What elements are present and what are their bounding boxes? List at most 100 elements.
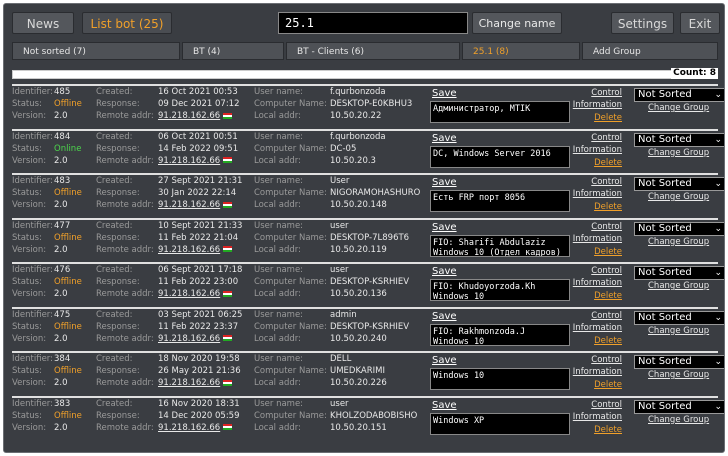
save-button[interactable]: Save — [432, 266, 457, 277]
tajikistan-flag-icon — [223, 335, 233, 341]
description-textarea[interactable]: FIO: Rakhmonzoda.J Windows 10 — [430, 323, 570, 346]
control-link[interactable]: Control — [591, 221, 622, 232]
control-link[interactable]: Control — [591, 132, 622, 143]
save-button[interactable]: Save — [432, 355, 457, 366]
remote-addr-link[interactable]: 91.218.162.66 — [158, 155, 221, 166]
save-button[interactable]: Save — [432, 88, 457, 99]
news-button[interactable]: News — [12, 12, 74, 34]
tab-not-sorted[interactable]: Not sorted (7) — [12, 42, 180, 60]
description-textarea[interactable]: FIO: Sharifi Abdulaziz Windows 10 (Отдел… — [430, 234, 570, 257]
created-value: 10 Sept 2021 21:33 — [158, 220, 243, 231]
tajikistan-flag-icon — [223, 379, 233, 386]
local-addr-value: 10.50.20.148 — [330, 200, 387, 210]
settings-button[interactable]: Settings — [611, 12, 674, 34]
delete-link[interactable]: Delete — [594, 202, 622, 212]
tab-bt-clients[interactable]: BT - Clients (6) — [286, 42, 460, 60]
information-link[interactable]: Information — [572, 322, 622, 333]
status-value: Offline — [54, 99, 82, 109]
change-group-link[interactable]: Change Group — [648, 192, 710, 202]
save-button[interactable]: Save — [432, 132, 457, 144]
description-textarea[interactable]: DC, Windows Server 2016 — [430, 145, 570, 168]
delete-link[interactable]: Delete — [594, 113, 622, 123]
tab-bt[interactable]: BT (4) — [182, 42, 284, 60]
remote-addr-link[interactable]: 91.218.162.66 — [158, 200, 221, 210]
remote-addr-label: Remote addr: — [96, 289, 154, 299]
group-select[interactable]: Not Sorted ⌄ — [634, 266, 724, 280]
description-textarea[interactable]: Windows 10 — [430, 368, 570, 390]
tab-add-group[interactable]: Add Group — [582, 42, 718, 60]
information-link[interactable]: Information — [572, 411, 622, 422]
response-value: 14 Dec 2020 05:59 — [158, 410, 240, 421]
description-textarea[interactable]: Есть FRP порт 8056 — [430, 190, 570, 212]
information-link[interactable]: Information — [572, 367, 622, 377]
delete-link[interactable]: Delete — [594, 335, 622, 346]
group-select-value: Not Sorted — [638, 400, 692, 412]
remote-addr-link[interactable]: 91.218.162.66 — [158, 289, 221, 299]
status-value: Offline — [54, 410, 82, 421]
save-button[interactable]: Save — [432, 221, 457, 233]
change-group-link[interactable]: Change Group — [648, 103, 710, 113]
information-link[interactable]: Information — [572, 100, 622, 110]
control-link[interactable]: Control — [591, 399, 622, 410]
change-group-link[interactable]: Change Group — [648, 414, 710, 425]
description-textarea[interactable]: FIO: Khudoyorzoda.Kh Windows 10 — [430, 279, 570, 301]
information-link[interactable]: Information — [572, 278, 622, 288]
version-value: 2.0 — [54, 111, 68, 121]
change-group-link[interactable]: Change Group — [648, 370, 710, 380]
group-select[interactable]: Not Sorted ⌄ — [634, 355, 724, 369]
control-link[interactable]: Control — [591, 266, 622, 276]
save-button[interactable]: Save — [432, 177, 457, 188]
group-name-input[interactable]: 25.1 — [278, 12, 468, 34]
delete-link[interactable]: Delete — [594, 380, 622, 390]
group-select[interactable]: Not Sorted ⌄ — [634, 88, 724, 102]
remote-addr-link[interactable]: 91.218.162.66 — [158, 333, 221, 344]
control-link[interactable]: Control — [591, 310, 622, 321]
change-group-link[interactable]: Change Group — [648, 236, 710, 247]
change-group-link[interactable]: Change Group — [648, 325, 710, 336]
description-textarea[interactable]: Windows XP — [430, 412, 570, 435]
save-button[interactable]: Save — [432, 399, 457, 411]
tab-25-1[interactable]: 25.1 (8) — [462, 42, 580, 60]
control-link[interactable]: Control — [591, 355, 622, 365]
change-group-link[interactable]: Change Group — [648, 147, 710, 158]
information-link[interactable]: Information — [572, 233, 622, 244]
computer-name-label: Computer Name: — [254, 232, 327, 243]
bot-row: Identifier: 475 Status: Offline Version:… — [12, 306, 724, 350]
delete-link[interactable]: Delete — [594, 157, 622, 168]
computer-name-label: Computer Name: — [254, 99, 327, 109]
version-label: Version: — [12, 244, 47, 255]
remote-addr-group: 91.218.162.66 — [158, 200, 233, 211]
created-value: 27 Sept 2021 21:31 — [158, 176, 243, 186]
group-select[interactable]: Not Sorted ⌄ — [634, 177, 724, 191]
user-name-label: User name: — [254, 265, 304, 275]
remote-addr-label: Remote addr: — [96, 333, 154, 344]
version-value: 2.0 — [54, 200, 68, 210]
description-textarea[interactable]: Администратор, MTIK — [430, 101, 570, 123]
group-select[interactable]: Not Sorted ⌄ — [634, 310, 724, 325]
computer-name-value: KHOLZODABOBISHO — [330, 410, 418, 421]
remote-addr-link[interactable]: 91.218.162.66 — [158, 244, 221, 255]
delete-link[interactable]: Delete — [594, 291, 622, 301]
information-link[interactable]: Information — [572, 144, 622, 155]
control-link[interactable]: Control — [591, 88, 622, 98]
group-select[interactable]: Not Sorted ⌄ — [634, 221, 724, 236]
identifier-value: 483 — [54, 176, 71, 186]
status-label: Status: — [12, 232, 42, 243]
information-link[interactable]: Information — [572, 189, 622, 199]
delete-link[interactable]: Delete — [594, 424, 622, 435]
remote-addr-group: 91.218.162.66 — [158, 333, 233, 345]
chevron-down-icon: ⌄ — [714, 223, 722, 234]
remote-addr-link[interactable]: 91.218.162.66 — [158, 111, 221, 121]
change-group-link[interactable]: Change Group — [648, 281, 710, 291]
change-name-button[interactable]: Change name — [472, 12, 562, 34]
delete-link[interactable]: Delete — [594, 246, 622, 257]
remote-addr-link[interactable]: 91.218.162.66 — [158, 378, 221, 388]
group-select[interactable]: Not Sorted ⌄ — [634, 132, 724, 147]
remote-addr-link[interactable]: 91.218.162.66 — [158, 422, 221, 433]
user-name-value: f.qurbonzoda — [330, 131, 386, 142]
group-select[interactable]: Not Sorted ⌄ — [634, 399, 724, 414]
control-link[interactable]: Control — [591, 177, 622, 187]
exit-button[interactable]: Exit — [680, 12, 720, 34]
save-button[interactable]: Save — [432, 310, 457, 322]
list-bot-button[interactable]: List bot (25) — [82, 12, 172, 34]
